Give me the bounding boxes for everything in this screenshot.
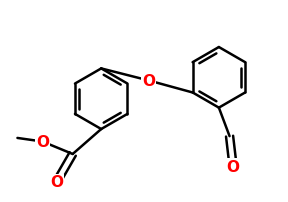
Text: O: O [142, 74, 155, 88]
Text: O: O [36, 134, 49, 149]
Text: O: O [50, 174, 63, 189]
Text: O: O [227, 159, 240, 174]
